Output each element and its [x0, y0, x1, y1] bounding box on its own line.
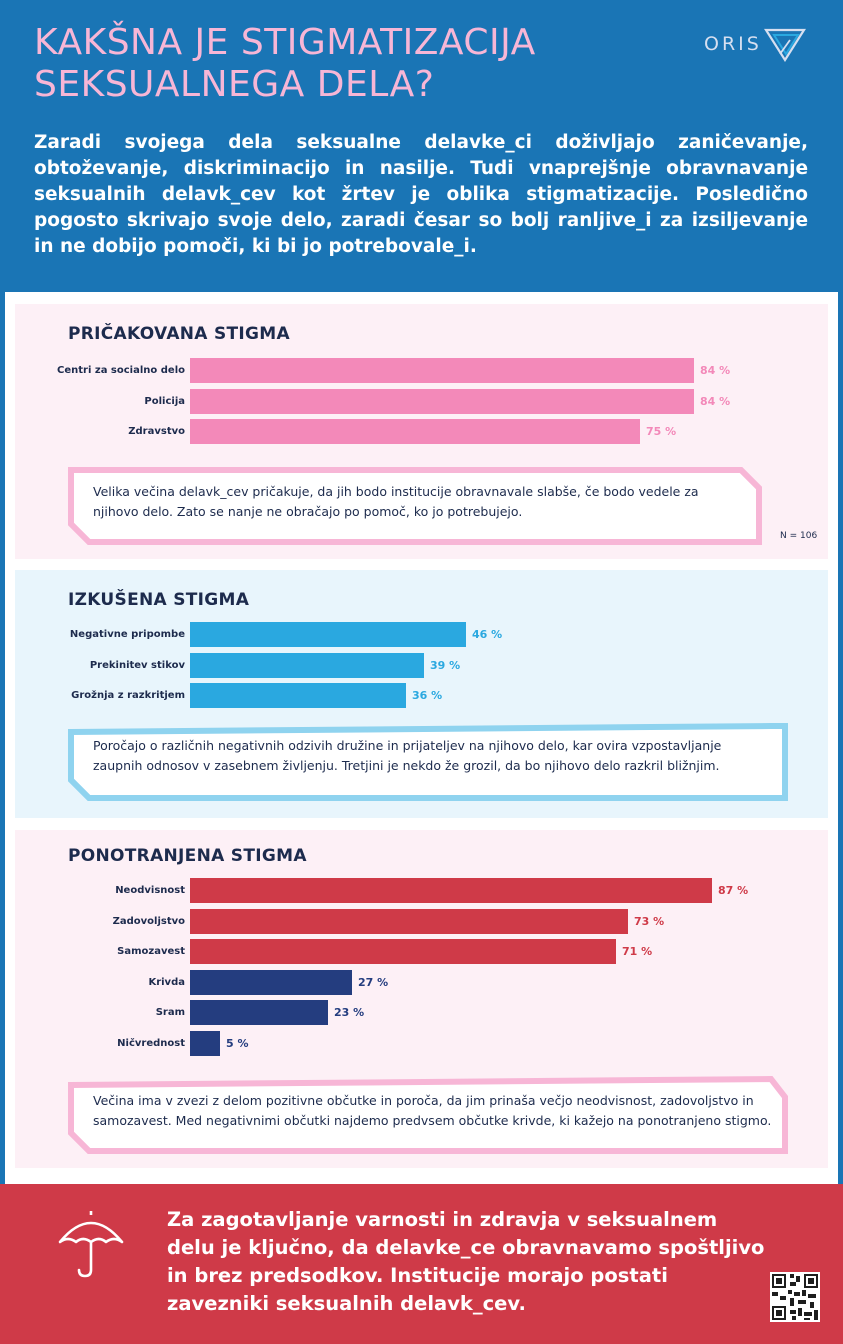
panel-title: PONOTRANJENA STIGMA	[68, 846, 307, 866]
bar-value-label: 36 %	[412, 689, 443, 702]
bar-label: Grožnja z razkritjem	[71, 690, 185, 701]
logo-text: ORIS	[704, 33, 762, 55]
bar	[190, 1030, 220, 1056]
intro-text: Zaradi svojega dela seksualne delavke_ci…	[34, 132, 808, 257]
bar-value-label: 46 %	[472, 628, 503, 641]
bar-label: Samozavest	[117, 946, 185, 957]
qr-code-icon[interactable]	[770, 1272, 820, 1322]
bar	[190, 652, 424, 678]
content-area: PRIČAKOVANA STIGMA Centri za socialno de…	[5, 292, 838, 1184]
note-frame	[68, 1075, 788, 1154]
bar-label: Ničvrednost	[117, 1037, 185, 1049]
bar-label: Negativne pripombe	[69, 629, 185, 640]
bar	[190, 878, 712, 903]
note-text: Velika večina delavk_cev pričakuje, da j…	[93, 484, 699, 519]
umbrella-icon	[58, 1211, 124, 1278]
panel-title: PRIČAKOVANA STIGMA	[68, 324, 290, 344]
bar	[190, 358, 694, 383]
panel-expected-stigma: PRIČAKOVANA STIGMA Centri za socialno de…	[15, 304, 828, 559]
bar-value-label: 27 %	[358, 975, 389, 989]
bar-value-label: 5 %	[226, 1036, 249, 1050]
bar-value-label: 87 %	[718, 884, 749, 897]
chart-internalized-stigma: Neodvisnost 87 % Zadovoljstvo 73 % Samozaves…	[15, 878, 828, 1068]
bar-label: Sram	[155, 1007, 185, 1018]
bar-label: Centri za socialno delo	[57, 365, 185, 376]
bar-value-label: 71 %	[622, 945, 653, 958]
bar-label: Prekinitev stikov	[89, 659, 185, 671]
title-line-1: KAKŠNA JE STIGMATIZACIJA	[34, 22, 536, 63]
bar	[190, 969, 352, 995]
bar	[190, 419, 640, 444]
bar-value-label: 84 %	[700, 364, 731, 377]
bar	[190, 683, 406, 708]
bar-label: Neodvisnost	[115, 885, 185, 896]
chart-expected-stigma: Centri za socialno delo 84 % Policija 84 % Z…	[15, 358, 828, 458]
bar-label: Krivda	[148, 976, 185, 988]
bar-value-label: 75 %	[646, 425, 677, 438]
page-title: KAKŠNA JE STIGMATIZACIJA SEKSUALNEGA DEL…	[34, 22, 634, 106]
panel-internalized-stigma: PONOTRANJENA STIGMA Neodvisnost 87 % Zadov…	[15, 830, 828, 1168]
panel-title: IZKUŠENA STIGMA	[68, 590, 250, 610]
note-text: Večina ima v zvezi z delom pozitivne obč…	[93, 1093, 772, 1128]
chart-experienced-stigma: Negativne pripombe 46 % Prekinitev stikov 3…	[15, 622, 828, 722]
bar	[190, 388, 694, 414]
bar-value-label: 84 %	[700, 394, 731, 408]
footer: Za zagotavljanje varnosti in zdravja v s…	[0, 1184, 843, 1344]
bar	[190, 1000, 328, 1025]
oris-logo: ORIS	[704, 24, 806, 64]
panel-experienced-stigma: IZKUŠENA STIGMA Negativne pripombe 46 % Pr…	[15, 570, 828, 818]
sample-size-label: N = 106	[780, 531, 818, 541]
header: KAKŠNA JE STIGMATIZACIJA SEKSUALNEGA DEL…	[0, 0, 843, 292]
note-frame	[68, 723, 788, 801]
bar-value-label: 39 %	[430, 658, 461, 672]
bar-label: Policija	[144, 395, 185, 407]
bar	[190, 908, 628, 934]
bar-label: Zadovoljstvo	[112, 915, 185, 927]
bar-value-label: 23 %	[334, 1006, 365, 1019]
triangle-logo-icon	[763, 28, 806, 62]
bar	[190, 622, 466, 647]
note-frame	[68, 467, 762, 545]
title-line-2: SEKSUALNEGA DELA?	[34, 64, 435, 105]
bar	[190, 939, 616, 964]
note-text: Poročajo o različnih negativnih odzivih …	[93, 738, 722, 773]
footer-text: Za zagotavljanje varnosti in zdravja v s…	[167, 1208, 765, 1315]
bar-label: Zdravstvo	[128, 426, 185, 437]
bar-value-label: 73 %	[634, 914, 665, 928]
